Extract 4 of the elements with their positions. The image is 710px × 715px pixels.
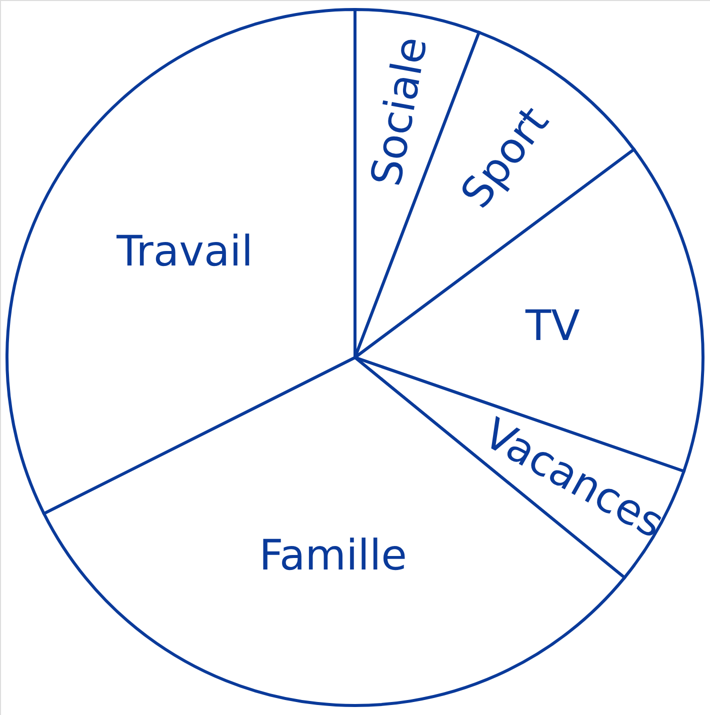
slice-label: Sociale (361, 32, 437, 190)
slice-label: Famille (259, 530, 407, 580)
slice-label: Travail (116, 226, 254, 276)
slice-label: TV (524, 300, 580, 350)
